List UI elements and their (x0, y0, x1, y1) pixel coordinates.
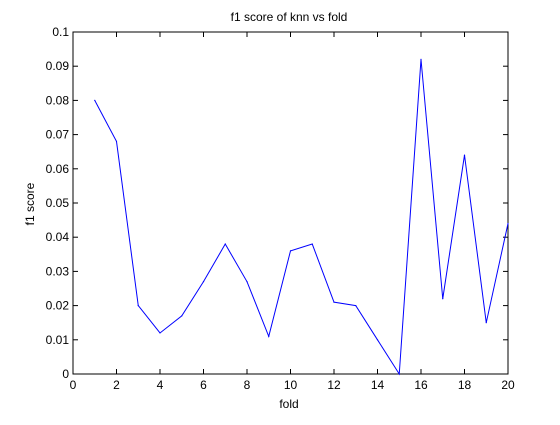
data-point (485, 322, 487, 324)
data-point (268, 335, 270, 337)
x-axis-ticks: 0 2 4 6 8 10 12 14 16 18 20 (70, 32, 515, 392)
x-tick-label: 4 (157, 378, 164, 392)
y-tick-label: 0.07 (46, 128, 70, 142)
y-tick-label: 0.01 (46, 333, 70, 347)
series-layer (94, 58, 509, 376)
y-tick-label: 0.06 (46, 162, 70, 176)
data-point (333, 301, 335, 303)
plot-area (72, 31, 509, 375)
data-point (376, 339, 379, 341)
data-point (246, 281, 248, 283)
y-axis-label: f1 score (23, 182, 37, 225)
y-axis-ticks: 0 0.01 0.02 0.03 0.04 0.05 0.06 0.07 0.08 0.09 0.1 (46, 25, 508, 381)
data-point (355, 305, 357, 307)
x-tick-label: 14 (371, 378, 385, 392)
data-point (420, 58, 422, 60)
data-point (311, 243, 313, 245)
y-tick-label: 0 (62, 367, 69, 381)
x-tick-label: 20 (501, 378, 515, 392)
data-point (137, 305, 139, 307)
x-tick-label: 8 (244, 378, 251, 392)
data-point (289, 250, 292, 252)
x-axis-label: fold (279, 397, 298, 411)
data-point (507, 222, 509, 225)
data-point (159, 332, 161, 334)
data-point (94, 99, 96, 101)
y-tick-label: 0.09 (46, 59, 70, 73)
x-tick-label: 6 (200, 378, 207, 392)
x-tick-label: 18 (458, 378, 472, 392)
series-line-0 (94, 59, 509, 376)
y-tick-label: 0.08 (46, 93, 70, 107)
x-tick-label: 16 (414, 378, 428, 392)
data-point (181, 315, 183, 317)
y-tick-label: 0.02 (46, 299, 70, 313)
data-point (224, 243, 226, 245)
x-tick-label: 12 (327, 378, 341, 392)
y-tick-label: 0.04 (46, 230, 70, 244)
x-tick-label: 0 (70, 378, 77, 392)
x-tick-label: 10 (284, 378, 298, 392)
data-point (398, 373, 400, 375)
x-tick-label: 2 (113, 378, 120, 392)
chart-title: f1 score of knn vs fold (231, 10, 348, 24)
data-point (202, 281, 205, 283)
data-point (115, 140, 118, 143)
y-tick-label: 0.05 (46, 196, 70, 210)
data-point (442, 298, 444, 300)
y-tick-label: 0.1 (52, 25, 69, 39)
data-point (463, 154, 466, 156)
y-tick-label: 0.03 (46, 264, 70, 278)
